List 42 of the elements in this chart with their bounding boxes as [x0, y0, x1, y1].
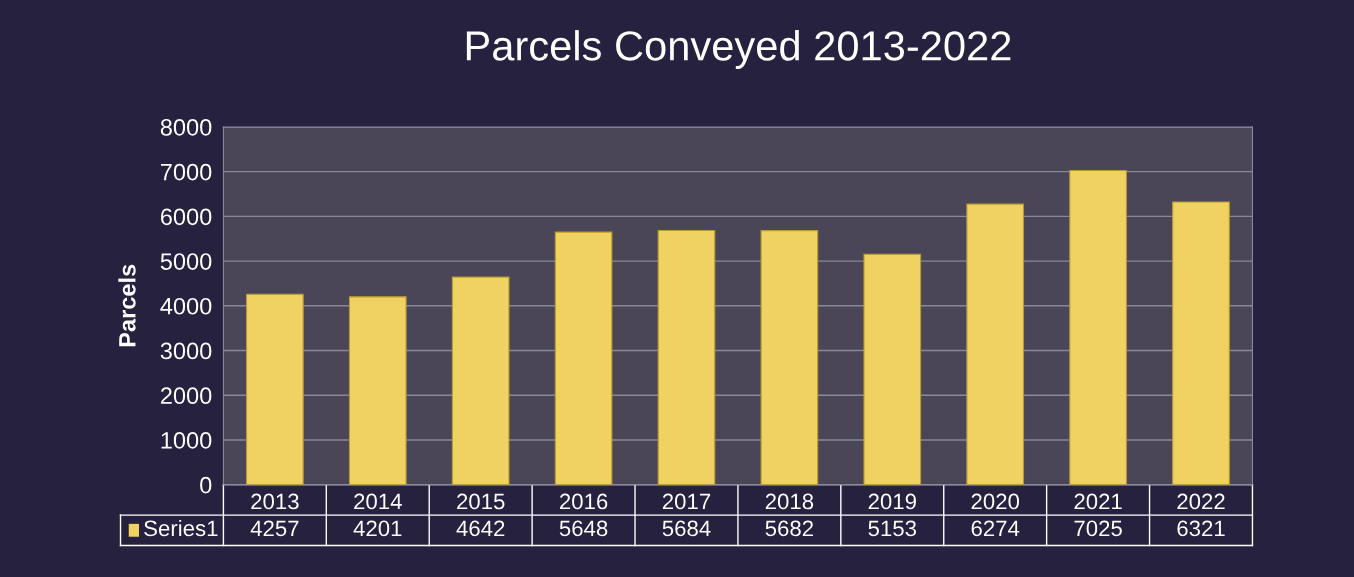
bar [451, 276, 510, 485]
y-tick-label: 3000 [160, 342, 212, 360]
data-label: 5648 [559, 520, 608, 537]
y-tick-label: 0 [200, 476, 212, 494]
x-tick-label: 2021 [1074, 493, 1122, 510]
bar [863, 253, 922, 485]
data-label: 6274 [971, 520, 1020, 537]
data-label: 4257 [250, 520, 299, 537]
y-tick-label: 6000 [160, 208, 212, 226]
x-tick-label: 2020 [971, 493, 1020, 510]
data-label: 5684 [662, 520, 711, 537]
y-tick-label: 8000 [160, 119, 212, 136]
data-label: 5682 [765, 520, 813, 537]
y-tick-label: 7000 [160, 163, 212, 181]
legend-label: Series1 [144, 519, 218, 537]
x-tick-label: 2022 [1177, 493, 1225, 510]
x-tick-label: 2018 [765, 493, 814, 510]
y-tick-label: 2000 [160, 387, 212, 405]
bar [554, 231, 613, 485]
bar [760, 230, 819, 485]
data-label: 4642 [456, 520, 505, 537]
bar [1172, 201, 1230, 485]
data-label: 7025 [1074, 520, 1122, 537]
x-tick-label: 2014 [354, 493, 402, 510]
bar [348, 296, 407, 485]
y-tick-label: 4000 [160, 297, 212, 315]
x-tick-label: 2017 [662, 493, 711, 510]
y-axis-title: Parcels [118, 264, 136, 347]
y-tick-label: 5000 [160, 253, 212, 270]
bar [1069, 169, 1127, 485]
y-tick-label: 1000 [161, 432, 212, 449]
data-label: 5153 [868, 520, 917, 537]
data-label: 4201 [353, 520, 402, 537]
x-tick-label: 2015 [457, 493, 505, 510]
x-tick-label: 2019 [868, 493, 916, 510]
bar [966, 203, 1025, 485]
x-tick-label: 2016 [559, 493, 608, 510]
bar [246, 293, 304, 485]
data-label: 6321 [1177, 520, 1225, 537]
x-tick-label: 2013 [251, 493, 299, 510]
chart-title: Parcels Conveyed 2013-2022 [466, 30, 1011, 69]
bar [657, 229, 716, 485]
